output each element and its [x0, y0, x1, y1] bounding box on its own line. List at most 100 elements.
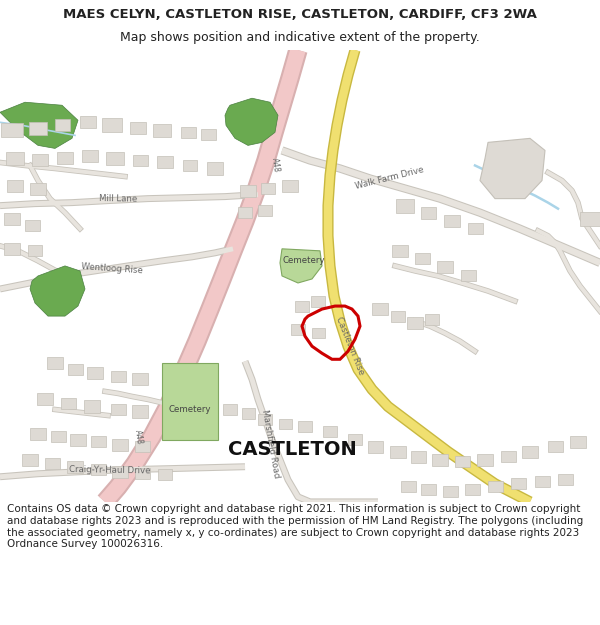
Text: CASTLETON: CASTLETON	[227, 440, 356, 459]
Bar	[391, 311, 405, 322]
Bar	[158, 469, 172, 480]
Bar	[25, 220, 40, 231]
Bar	[392, 245, 408, 257]
Bar	[57, 152, 73, 164]
Bar	[1, 123, 23, 138]
Text: Contains OS data © Crown copyright and database right 2021. This information is : Contains OS data © Crown copyright and d…	[7, 504, 583, 549]
Bar	[477, 454, 493, 466]
Bar	[295, 301, 309, 312]
Bar	[153, 124, 171, 137]
Bar	[323, 426, 337, 437]
Bar	[134, 441, 149, 452]
Bar	[415, 253, 430, 264]
Bar	[80, 116, 96, 128]
Bar	[421, 207, 436, 219]
Bar	[467, 223, 482, 234]
Bar	[464, 484, 479, 496]
Bar	[261, 183, 275, 194]
Text: Marshfield Road: Marshfield Road	[260, 409, 280, 479]
Polygon shape	[280, 249, 322, 283]
Bar	[207, 162, 223, 174]
Bar	[311, 296, 325, 307]
Bar	[311, 328, 325, 338]
Bar	[30, 428, 46, 439]
Bar	[200, 129, 215, 140]
Bar	[6, 152, 24, 165]
Bar	[28, 245, 42, 256]
Polygon shape	[480, 138, 545, 199]
Bar	[91, 464, 106, 475]
Bar	[367, 441, 383, 452]
Text: Cemetery: Cemetery	[283, 256, 325, 266]
Bar	[282, 179, 298, 192]
Bar	[258, 414, 272, 425]
Text: MAES CELYN, CASTLETON RISE, CASTLETON, CARDIFF, CF3 2WA: MAES CELYN, CASTLETON RISE, CASTLETON, C…	[63, 8, 537, 21]
Bar	[110, 404, 125, 415]
Bar	[106, 152, 124, 165]
Bar	[443, 486, 458, 498]
Polygon shape	[0, 102, 78, 148]
Text: Wentloog Rise: Wentloog Rise	[81, 262, 143, 276]
Bar	[7, 179, 23, 192]
Bar	[258, 205, 272, 216]
Bar	[487, 481, 503, 492]
Bar	[425, 314, 439, 324]
Text: Craig-Yr-Haul Drive: Craig-Yr-Haul Drive	[69, 464, 151, 475]
Bar	[70, 434, 86, 446]
Bar	[157, 156, 173, 169]
Text: Castleton Rise: Castleton Rise	[334, 316, 366, 377]
Bar	[132, 406, 148, 418]
Bar	[278, 419, 292, 429]
Bar	[67, 461, 83, 472]
Bar	[110, 371, 125, 382]
Bar	[30, 182, 46, 194]
Bar	[91, 436, 106, 447]
Bar	[298, 421, 312, 432]
Text: Mill Lane: Mill Lane	[99, 194, 137, 204]
Bar	[50, 431, 65, 442]
Bar	[47, 357, 63, 369]
Bar	[421, 484, 436, 496]
Bar	[44, 458, 59, 469]
Bar	[84, 401, 100, 412]
Bar	[87, 368, 103, 379]
Bar	[372, 303, 388, 315]
Bar	[238, 207, 252, 218]
Bar	[401, 481, 415, 492]
Bar	[570, 436, 586, 447]
Bar	[390, 446, 406, 458]
Bar	[240, 184, 256, 197]
Bar	[500, 451, 515, 462]
Bar	[511, 478, 526, 489]
Bar	[22, 454, 38, 466]
Bar	[522, 446, 538, 458]
Bar	[112, 439, 128, 451]
Bar	[437, 261, 453, 273]
Bar	[102, 118, 122, 132]
Text: Map shows position and indicative extent of the property.: Map shows position and indicative extent…	[120, 31, 480, 44]
Bar	[461, 271, 476, 281]
Bar	[61, 398, 76, 409]
Bar	[444, 214, 460, 227]
Bar	[535, 476, 550, 488]
Bar	[432, 454, 448, 466]
Bar	[112, 466, 128, 478]
Bar	[223, 404, 237, 415]
Bar	[82, 151, 98, 162]
Bar	[181, 127, 196, 138]
Polygon shape	[225, 98, 278, 146]
Bar	[348, 434, 362, 445]
Bar	[32, 154, 48, 166]
Bar	[410, 451, 425, 462]
Bar	[241, 409, 254, 419]
Bar	[548, 441, 563, 452]
Text: A48: A48	[269, 158, 280, 174]
Bar	[29, 122, 47, 135]
Bar	[55, 119, 70, 131]
Bar	[133, 155, 148, 166]
Bar	[407, 317, 423, 329]
Bar	[183, 160, 197, 171]
Bar	[130, 122, 146, 134]
Polygon shape	[30, 266, 85, 316]
Bar	[455, 456, 470, 468]
